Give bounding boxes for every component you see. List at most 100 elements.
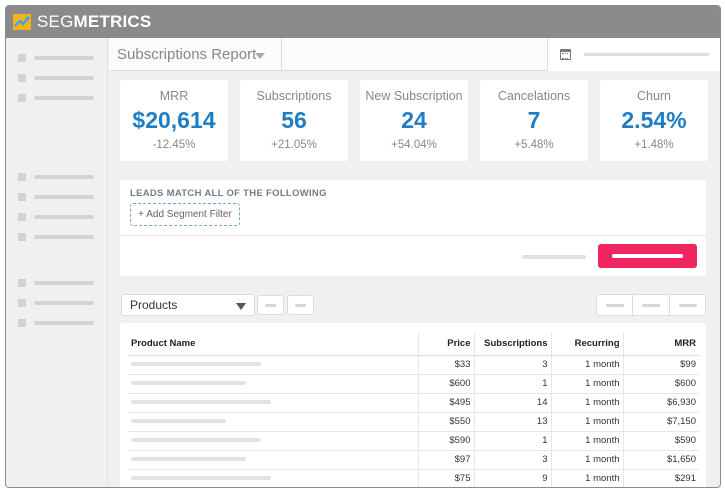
subscriptions-cell: 14 — [473, 393, 551, 413]
sidebar-item[interactable] — [18, 213, 94, 221]
sidebar-item[interactable] — [18, 319, 94, 327]
kpi-value: 24 — [401, 107, 427, 133]
report-header: Subscriptions Report — [109, 38, 720, 71]
sidebar-item-icon — [18, 173, 26, 181]
table-header-row: Product Name Price Subscriptions Recurri… — [128, 333, 699, 356]
product-name-cell — [128, 431, 418, 451]
product-name-placeholder — [131, 362, 261, 367]
view-toggle-option[interactable] — [632, 295, 668, 315]
table-row[interactable]: $600 1 1 month $600 — [128, 374, 699, 394]
price-cell: $75 — [417, 469, 474, 487]
column-header-recurring[interactable]: Recurring — [550, 333, 623, 356]
table-row[interactable]: $590 1 1 month $590 — [128, 431, 699, 451]
product-name-cell — [128, 412, 418, 432]
sidebar-item-icon — [18, 233, 26, 241]
recurring-cell: 1 month — [550, 412, 623, 432]
logo-text-light: SEG — [37, 12, 74, 31]
top-bar: SEGMETRICS — [6, 6, 720, 38]
sidebar-item-icon — [18, 94, 26, 102]
secondary-action-link[interactable] — [522, 255, 586, 259]
kpi-card-new-subscription: New Subscription 24 +54.04% — [360, 80, 468, 161]
recurring-cell: 1 month — [550, 393, 623, 413]
logo[interactable]: SEGMETRICS — [13, 12, 151, 32]
sidebar-item-label — [34, 215, 94, 219]
sidebar-item-icon — [18, 193, 26, 201]
column-header-product-name[interactable]: Product Name — [128, 333, 418, 356]
sidebar-item[interactable] — [18, 54, 94, 62]
product-name-cell — [128, 450, 418, 470]
sidebar-item-icon — [18, 319, 26, 327]
toolbar-button[interactable] — [257, 295, 284, 315]
sidebar-item[interactable] — [18, 74, 94, 82]
subscriptions-cell: 3 — [473, 355, 551, 375]
product-name-placeholder — [131, 438, 261, 443]
sidebar-item-label — [34, 175, 94, 179]
calendar-icon — [560, 49, 571, 60]
caret-down-icon — [236, 303, 246, 310]
sidebar-item[interactable] — [18, 94, 94, 102]
table-row[interactable]: $550 13 1 month $7,150 — [128, 412, 699, 432]
product-name-cell — [128, 355, 418, 375]
kpi-card-churn: Churn 2.54% +1.48% — [600, 80, 708, 161]
price-cell: $590 — [417, 431, 474, 451]
sidebar-item-icon — [18, 54, 26, 62]
product-name-placeholder — [131, 419, 226, 424]
view-toggle-option[interactable] — [597, 295, 632, 315]
date-range-picker[interactable] — [547, 38, 720, 71]
sidebar-item[interactable] — [18, 233, 94, 241]
app-window: SEGMETRICS Subscriptions Report MRR $20,… — [5, 5, 721, 488]
view-toggle-group — [596, 294, 706, 316]
segmetrics-logo-icon — [13, 12, 33, 32]
date-range-placeholder — [584, 53, 709, 56]
apply-filter-button[interactable] — [598, 244, 697, 268]
mrr-cell: $600 — [622, 374, 699, 394]
divider — [120, 235, 706, 236]
table-row[interactable]: $33 3 1 month $99 — [128, 355, 699, 375]
sidebar-item[interactable] — [18, 299, 94, 307]
sidebar-item[interactable] — [18, 279, 94, 287]
kpi-value: 2.54% — [621, 107, 687, 133]
kpi-value: 7 — [527, 107, 541, 133]
mrr-cell: $6,930 — [622, 393, 699, 413]
kpi-value: 56 — [281, 107, 307, 133]
toolbar-button[interactable] — [287, 295, 314, 315]
filter-heading: LEADS MATCH ALL OF THE FOLLOWING — [130, 188, 327, 199]
sidebar-item-icon — [18, 279, 26, 287]
view-toggle-option[interactable] — [668, 295, 705, 315]
mrr-cell: $7,150 — [622, 412, 699, 432]
logo-text: SEGMETRICS — [37, 12, 151, 32]
sidebar-item[interactable] — [18, 193, 94, 201]
mrr-cell: $99 — [622, 355, 699, 375]
logo-text-bold: METRICS — [73, 12, 152, 31]
kpi-label: Cancelations — [497, 89, 571, 103]
table-row[interactable]: $97 3 1 month $1,650 — [128, 450, 699, 470]
sidebar-item[interactable] — [18, 173, 94, 181]
price-cell: $550 — [417, 412, 474, 432]
kpi-label: New Subscription — [365, 89, 463, 103]
products-table-panel: Product Name Price Subscriptions Recurri… — [120, 323, 706, 487]
product-name-cell — [128, 469, 418, 487]
column-header-subscriptions[interactable]: Subscriptions — [473, 333, 551, 356]
sidebar-item-label — [34, 76, 94, 80]
product-name-cell — [128, 393, 418, 413]
kpi-label: Churn — [636, 89, 672, 103]
recurring-cell: 1 month — [550, 431, 623, 451]
kpi-card-subscriptions: Subscriptions 56 +21.05% — [240, 80, 348, 161]
subscriptions-cell: 3 — [473, 450, 551, 470]
add-segment-filter-button[interactable]: + Add Segment Filter — [130, 203, 240, 226]
recurring-cell: 1 month — [550, 374, 623, 394]
subscriptions-cell: 9 — [473, 469, 551, 487]
table-row[interactable]: $75 9 1 month $291 — [128, 469, 699, 487]
table-row[interactable]: $495 14 1 month $6,930 — [128, 393, 699, 413]
recurring-cell: 1 month — [550, 469, 623, 487]
product-name-placeholder — [131, 476, 271, 481]
products-select[interactable]: Products — [121, 294, 255, 316]
column-header-price[interactable]: Price — [417, 333, 474, 356]
sidebar-item-label — [34, 235, 94, 239]
column-header-mrr[interactable]: MRR — [622, 333, 699, 356]
chevron-down-icon[interactable] — [255, 53, 265, 59]
report-title-dropdown[interactable]: Subscriptions Report — [117, 46, 257, 63]
recurring-cell: 1 month — [550, 450, 623, 470]
price-cell: $495 — [417, 393, 474, 413]
kpi-card-mrr: MRR $20,614 -12.45% — [120, 80, 228, 161]
